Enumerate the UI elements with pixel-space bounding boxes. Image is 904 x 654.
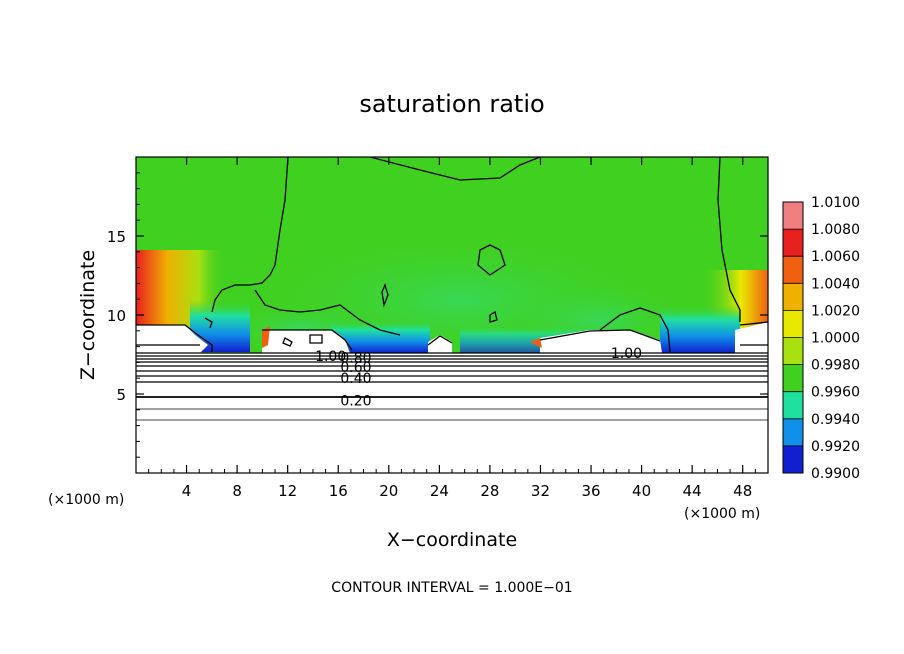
colorbar-swatch (783, 337, 803, 365)
colorbar: 1.0100 1.0080 1.0060 1.0040 1.0020 1.0000 0.99… (782, 195, 860, 482)
colorbar-label: 0.9960 (811, 385, 860, 401)
x-tick-label: 28 (480, 482, 499, 500)
contour-labels: 1.000.800.600.400.201.00 (315, 346, 642, 409)
colorbar-swatch (783, 256, 803, 284)
contour-label: 1.00 (315, 349, 346, 365)
contour-interval-note: CONTOUR INTERVAL = 1.000E−01 (331, 580, 572, 596)
y-axis-title: Z−coordinate (77, 250, 99, 380)
y-axis-ticks: 5 10 15 (107, 172, 768, 458)
colorbar-label: 1.0100 (811, 195, 860, 211)
contour-label: 0.40 (340, 371, 371, 387)
contour-label: 1.00 (611, 346, 642, 362)
x-tick-label: 40 (632, 482, 651, 500)
colorbar-swatch (783, 202, 803, 230)
colorbar-swatch (783, 391, 803, 419)
x-tick-label: 8 (232, 482, 242, 500)
contour-lines (136, 157, 768, 421)
y-tick-label: 10 (107, 307, 126, 325)
contour-label: 0.80 (340, 351, 371, 367)
colorbar-label: 0.9900 (811, 466, 860, 482)
colorbar-label: 0.9940 (811, 412, 860, 428)
x-tick-label: 44 (683, 482, 702, 500)
y-tick-label: 5 (116, 386, 126, 404)
colorbar-label: 0.9980 (811, 358, 860, 374)
x-axis-title: X−coordinate (387, 529, 517, 551)
y-tick-label: 15 (107, 228, 126, 246)
x-tick-label: 32 (531, 482, 550, 500)
heatmap-field (136, 157, 768, 473)
colorbar-label: 1.0000 (811, 331, 860, 347)
x-tick-label: 24 (430, 482, 449, 500)
colorbar-swatch (783, 283, 803, 311)
x-axis-ticks: 4 8 12 16 20 24 28 32 36 40 44 48 (148, 157, 756, 500)
colorbar-label: 1.0080 (811, 222, 860, 238)
x-tick-label: 48 (733, 482, 752, 500)
colorbar-swatch (783, 445, 803, 473)
x-tick-label: 20 (379, 482, 398, 500)
x-tick-label: 36 (581, 482, 600, 500)
x-tick-label: 12 (278, 482, 297, 500)
chart-title: saturation ratio (359, 90, 544, 118)
x-tick-label: 16 (329, 482, 348, 500)
contour-label: 0.60 (340, 360, 371, 376)
x-axis-unit: (×1000 m) (684, 506, 760, 522)
colorbar-swatch (783, 229, 803, 257)
colorbar-swatch (783, 418, 803, 446)
colorbar-swatch (783, 310, 803, 338)
colorbar-label: 1.0040 (811, 276, 860, 292)
y-axis-unit: (×1000 m) (48, 492, 124, 508)
x-tick-label: 4 (182, 482, 192, 500)
colorbar-label: 1.0060 (811, 249, 860, 265)
colorbar-label: 1.0020 (811, 303, 860, 319)
colorbar-swatch (783, 364, 803, 392)
contour-label: 0.20 (340, 393, 371, 409)
colorbar-label: 0.9920 (811, 439, 860, 455)
